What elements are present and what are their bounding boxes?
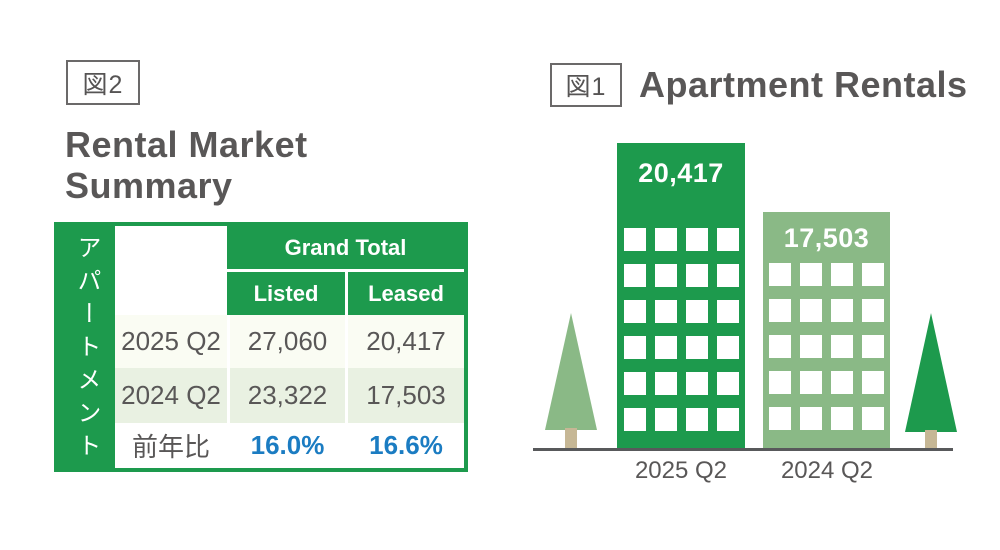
building-window <box>800 335 822 358</box>
building-window <box>831 407 853 430</box>
table-corner-cell <box>115 226 227 315</box>
building-window <box>685 408 708 431</box>
table-cell-yoy-listed: 16.0% <box>227 423 345 468</box>
building-window <box>831 263 853 286</box>
building-windows-grid <box>617 228 745 431</box>
building-window <box>654 264 677 287</box>
building-window <box>769 263 791 286</box>
table-cell-2025q2-leased: 20,417 <box>345 315 464 368</box>
figure1-tag-label: 図1 <box>565 73 607 101</box>
building-window <box>623 408 646 431</box>
building-window <box>769 371 791 394</box>
bar-label-2025q2: 2025 Q2 <box>634 457 728 484</box>
rental-summary-table: アパートメント Grand Total Listed Leased 2025 Q… <box>54 222 468 472</box>
building-window <box>685 336 708 359</box>
building-window <box>862 371 884 394</box>
table-header-listed: Listed <box>227 272 345 315</box>
table-cell-2025q2-listed: 27,060 <box>227 315 345 368</box>
figure1-title: Apartment Rentals <box>639 64 968 105</box>
table-side-label-apartment: アパートメント <box>58 226 115 468</box>
figure2-tag-box: 図2 <box>66 60 140 105</box>
building-window <box>685 264 708 287</box>
table-cell-yoy-leased: 16.6% <box>345 423 464 468</box>
figure2-title-line1: Rental Market <box>65 124 308 165</box>
figure2-title-line2: Summary <box>65 165 233 207</box>
table-row-label-2024q2: 2024 Q2 <box>115 368 227 423</box>
building-window <box>769 299 791 322</box>
building-window <box>623 264 646 287</box>
building-window <box>685 300 708 323</box>
building-window <box>623 336 646 359</box>
figure1-tag-box: 図1 <box>550 63 622 107</box>
building-window <box>831 335 853 358</box>
table-cell-2024q2-leased: 17,503 <box>345 368 464 423</box>
building-window <box>800 407 822 430</box>
building-window <box>623 372 646 395</box>
building-window <box>623 228 646 251</box>
tree-icon <box>905 313 957 432</box>
building-window <box>685 228 708 251</box>
building-window <box>862 299 884 322</box>
building-window <box>800 299 822 322</box>
tree-trunk <box>565 428 577 448</box>
bar-value-2025q2: 20,417 <box>638 158 724 188</box>
building-window <box>716 372 739 395</box>
building-window <box>831 299 853 322</box>
building-window <box>654 228 677 251</box>
building-window <box>769 335 791 358</box>
bar-value-2024q2: 17,503 <box>783 223 870 253</box>
bar-label-2024q2: 2024 Q2 <box>780 457 874 484</box>
building-window <box>716 228 739 251</box>
building-window <box>716 300 739 323</box>
figure2-tag-label: 図2 <box>82 70 124 99</box>
figure2-title: Rental Market Summary <box>65 124 308 207</box>
ground-baseline <box>533 448 953 451</box>
table-header-leased: Leased <box>345 272 464 315</box>
tree-trunk <box>925 430 937 448</box>
building-window <box>800 371 822 394</box>
table-header-grand-total: Grand Total <box>227 226 464 272</box>
bar-building-2024q2: 17,503 <box>763 212 890 448</box>
building-window <box>862 263 884 286</box>
building-window <box>716 264 739 287</box>
building-window <box>623 300 646 323</box>
building-window <box>716 336 739 359</box>
bar-building-2025q2: 20,417 <box>617 143 745 448</box>
table-cell-2024q2-listed: 23,322 <box>227 368 345 423</box>
tree-icon <box>545 313 597 430</box>
building-window <box>769 407 791 430</box>
building-window <box>716 408 739 431</box>
building-window <box>685 372 708 395</box>
building-window <box>654 372 677 395</box>
building-window <box>654 336 677 359</box>
building-window <box>800 263 822 286</box>
table-row-label-2025q2: 2025 Q2 <box>115 315 227 368</box>
building-window <box>862 407 884 430</box>
building-windows-grid <box>763 263 890 430</box>
building-window <box>862 335 884 358</box>
building-window <box>831 371 853 394</box>
building-window <box>654 408 677 431</box>
table-row-label-yoy: 前年比 <box>115 423 227 468</box>
building-window <box>654 300 677 323</box>
